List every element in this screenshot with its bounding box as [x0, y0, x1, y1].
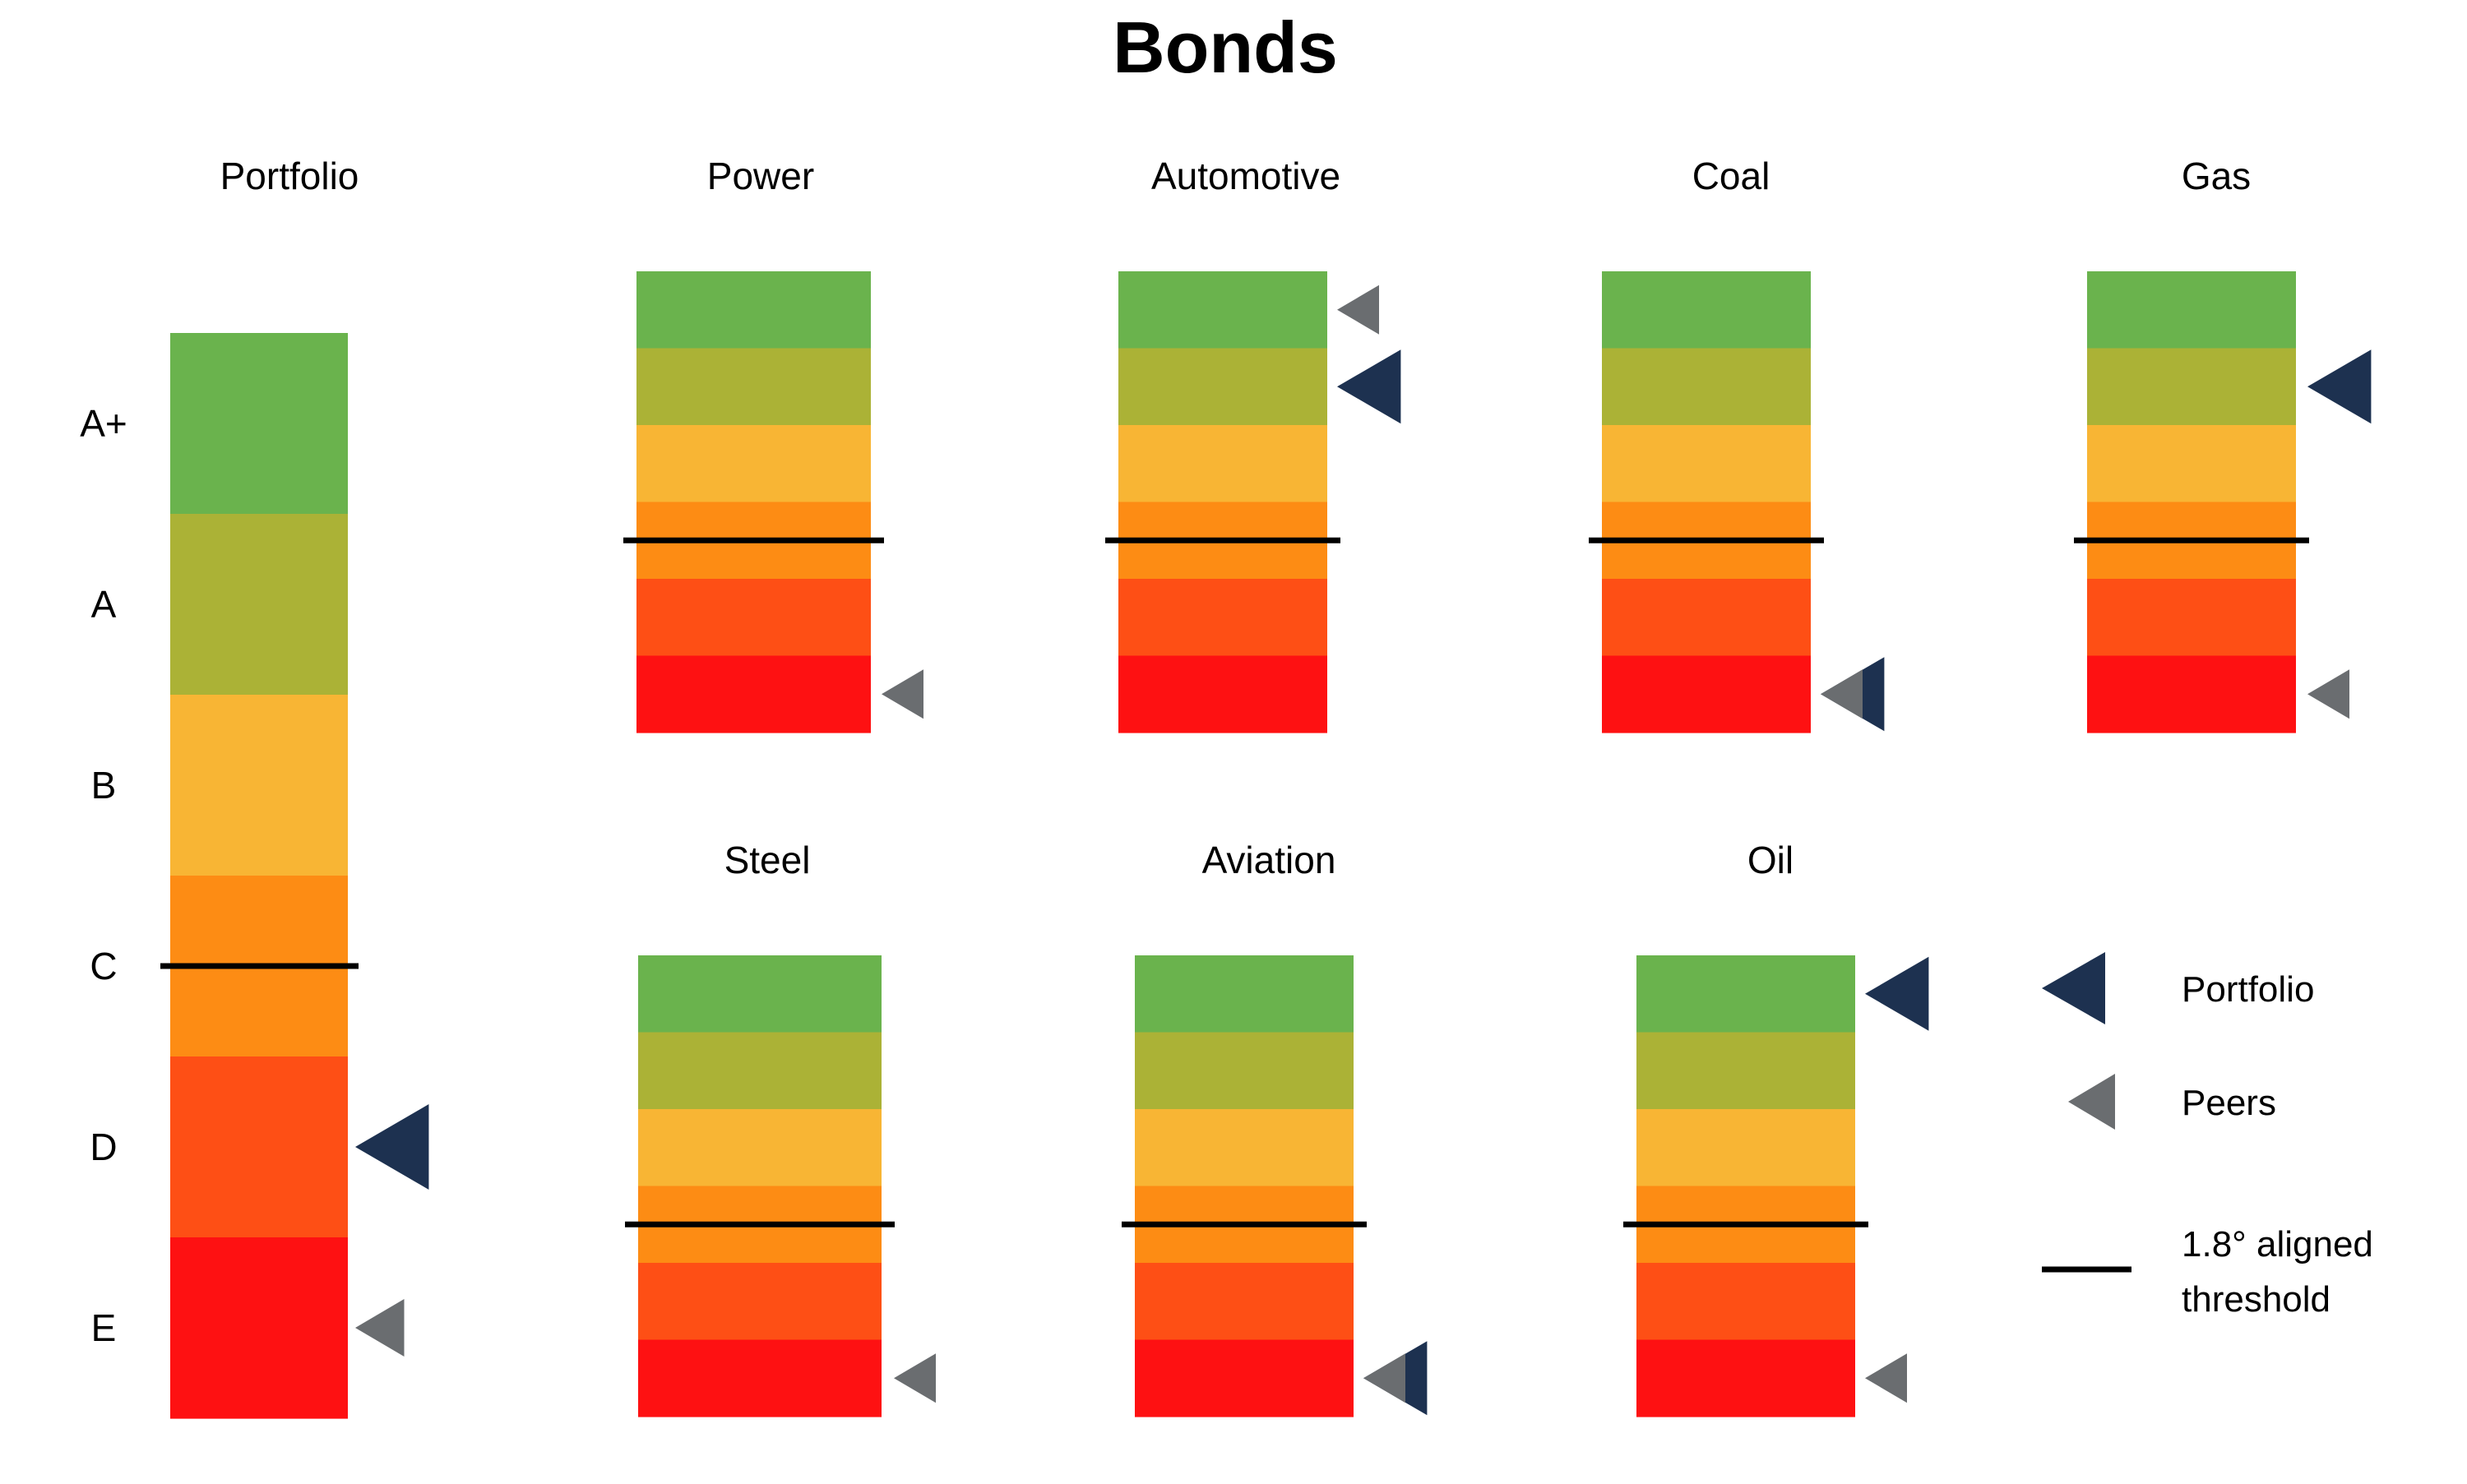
- y-tick-label: A+: [80, 402, 127, 445]
- band-power-e: [636, 655, 871, 733]
- band-gas-a-plus: [2087, 271, 2296, 349]
- band-automotive-b: [1118, 425, 1327, 503]
- panel-title-oil: Oil: [1747, 839, 1794, 881]
- band-aviation-e: [1135, 1339, 1354, 1417]
- band-automotive-a: [1118, 348, 1327, 426]
- band-power-a: [636, 348, 871, 426]
- band-oil-b: [1636, 1109, 1855, 1187]
- band-oil-e: [1636, 1339, 1855, 1417]
- y-tick-label: D: [90, 1126, 117, 1168]
- legend-peers-label: Peers: [2182, 1083, 2276, 1123]
- y-tick-label: E: [91, 1306, 117, 1349]
- panel-title-coal: Coal: [1692, 155, 1770, 197]
- band-automotive-d: [1118, 579, 1327, 657]
- band-aviation-a: [1135, 1032, 1354, 1110]
- band-steel-d: [638, 1263, 882, 1341]
- band-aviation-d: [1135, 1263, 1354, 1341]
- y-tick-label: A: [91, 583, 117, 626]
- band-gas-e: [2087, 655, 2296, 733]
- band-gas-d: [2087, 579, 2296, 657]
- band-portfolio-b: [170, 695, 348, 876]
- legend-threshold-label-line2: threshold: [2182, 1279, 2330, 1320]
- portfolio-marker-automotive: [1337, 349, 1401, 424]
- panel-title-gas: Gas: [2182, 155, 2251, 197]
- band-portfolio-a: [170, 514, 348, 696]
- legend-threshold-label-line1: 1.8° aligned: [2182, 1224, 2373, 1264]
- band-power-d: [636, 579, 871, 657]
- band-coal-d: [1602, 579, 1811, 657]
- band-steel-a-plus: [638, 955, 882, 1033]
- peers-marker-gas: [2307, 669, 2349, 719]
- panel-title-portfolio: Portfolio: [220, 155, 359, 197]
- band-steel-e: [638, 1339, 882, 1417]
- band-gas-b: [2087, 425, 2296, 503]
- panel-title-automotive: Automotive: [1151, 155, 1340, 197]
- band-portfolio-e: [170, 1237, 348, 1419]
- legend-peers-icon: [2068, 1074, 2115, 1130]
- band-steel-a: [638, 1032, 882, 1110]
- band-coal-e: [1602, 655, 1811, 733]
- legend-portfolio-icon: [2042, 952, 2105, 1024]
- band-oil-a: [1636, 1032, 1855, 1110]
- panel-title-power: Power: [707, 155, 814, 197]
- band-power-a-plus: [636, 271, 871, 349]
- peers-marker-steel: [894, 1353, 936, 1403]
- band-coal-b: [1602, 425, 1811, 503]
- chart-title: Bonds: [1113, 7, 1338, 88]
- peers-marker-coal: [1821, 669, 1863, 719]
- band-steel-b: [638, 1109, 882, 1187]
- y-tick-label: B: [91, 764, 117, 807]
- band-coal-a: [1602, 348, 1811, 426]
- band-portfolio-d: [170, 1056, 348, 1238]
- y-tick-label: C: [90, 945, 117, 987]
- portfolio-marker-oil: [1865, 956, 1929, 1031]
- peers-marker-portfolio: [355, 1299, 405, 1357]
- band-portfolio-a-plus: [170, 333, 348, 515]
- band-oil-a-plus: [1636, 955, 1855, 1033]
- band-power-b: [636, 425, 871, 503]
- peers-marker-power: [882, 669, 923, 719]
- band-aviation-b: [1135, 1109, 1354, 1187]
- peers-marker-oil: [1865, 1353, 1907, 1403]
- portfolio-marker-gas: [2307, 349, 2372, 424]
- panel-title-aviation: Aviation: [1202, 839, 1336, 881]
- peers-marker-aviation: [1363, 1353, 1405, 1403]
- band-gas-a: [2087, 348, 2296, 426]
- band-automotive-e: [1118, 655, 1327, 733]
- band-automotive-a-plus: [1118, 271, 1327, 349]
- portfolio-marker-portfolio: [355, 1104, 429, 1190]
- legend-portfolio-label: Portfolio: [2182, 969, 2314, 1010]
- panel-title-steel: Steel: [724, 839, 811, 881]
- band-coal-a-plus: [1602, 271, 1811, 349]
- band-oil-d: [1636, 1263, 1855, 1341]
- peers-marker-automotive: [1337, 284, 1379, 335]
- band-aviation-a-plus: [1135, 955, 1354, 1033]
